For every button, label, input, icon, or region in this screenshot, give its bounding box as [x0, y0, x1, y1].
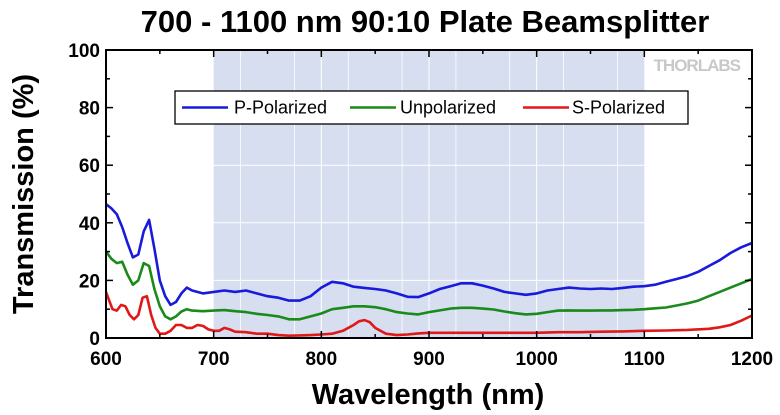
- x-tick-label: 700: [198, 349, 230, 370]
- y-tick-label: 100: [68, 41, 100, 62]
- x-tick-label: 800: [305, 349, 337, 370]
- series-layer: [104, 203, 753, 337]
- y-tick-label: 80: [79, 99, 100, 120]
- x-tick-label: 1000: [516, 349, 558, 370]
- legend: P-Polarized Unpolarized S-Polarized: [174, 90, 689, 125]
- y-tick-label: 20: [79, 271, 100, 292]
- y-axis-label: Transmission (%): [8, 74, 40, 314]
- x-tick-label: 600: [90, 349, 122, 370]
- ticks: [105, 49, 753, 339]
- legend-label-p-polarized: P-Polarized: [234, 98, 327, 118]
- series-line-s-polarized: [104, 291, 753, 337]
- brand-watermark: THORLABS: [654, 56, 741, 75]
- legend-label-s-polarized: S-Polarized: [572, 98, 665, 118]
- y-tick-label: 60: [79, 156, 100, 177]
- series-line-unpolarized: [104, 250, 753, 321]
- legend-box: [174, 90, 689, 125]
- legend-label-unpolarized: Unpolarized: [400, 98, 496, 118]
- y-tick-label: 40: [79, 214, 100, 235]
- y-tick-label: 0: [89, 329, 100, 350]
- series-line-p-polarized: [105, 203, 753, 307]
- x-axis-label: Wavelength (nm): [312, 379, 545, 411]
- x-tick-label: 1100: [624, 349, 665, 370]
- x-tick-label: 900: [413, 349, 445, 370]
- tick-labels: 600 700 800 900 1000 1100 1200 0 20 40 60 80 100: [68, 41, 773, 370]
- chart-title: 700 - 1100 nm 90:10 Plate Beamsplitter: [141, 4, 710, 39]
- x-tick-label: 1200: [731, 349, 773, 370]
